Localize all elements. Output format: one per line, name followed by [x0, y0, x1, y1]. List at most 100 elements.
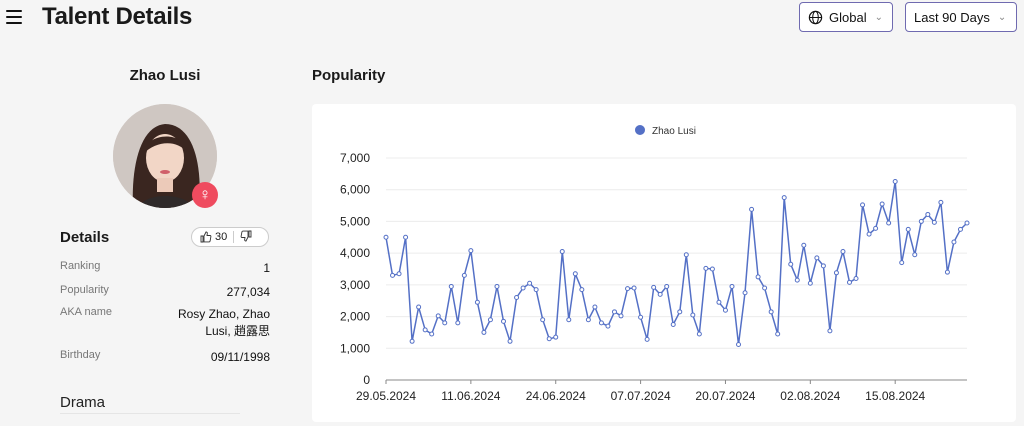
data-point — [944, 269, 950, 275]
x-tick-label: 02.08.2024 — [780, 389, 840, 403]
data-point — [390, 272, 396, 278]
detail-label: Birthday — [60, 349, 101, 361]
data-point — [592, 304, 598, 310]
data-point — [957, 226, 963, 232]
menu-icon[interactable] — [6, 10, 22, 24]
data-point — [788, 261, 794, 267]
region-select-label: Global — [829, 9, 867, 25]
data-point — [474, 299, 480, 305]
data-point — [912, 252, 918, 258]
x-tick-label: 24.06.2024 — [526, 389, 586, 403]
y-tick-label: 2,000 — [340, 310, 370, 324]
data-point — [873, 225, 879, 231]
region-select[interactable]: Global ⌄ — [799, 2, 893, 32]
data-point — [716, 299, 722, 305]
data-point — [514, 295, 520, 301]
detail-value: 277,034 — [226, 285, 270, 299]
data-point — [448, 283, 454, 289]
data-point — [938, 199, 944, 205]
data-point — [899, 260, 905, 266]
chevron-down-icon: ⌄ — [874, 11, 883, 23]
popularity-chart: Zhao Lusi 0 1,000 2,000 3,000 4,000 5,000 6,000… — [340, 125, 970, 403]
data-point — [396, 271, 402, 277]
data-point — [494, 283, 500, 289]
vote-divider — [233, 231, 235, 243]
data-point — [722, 307, 728, 313]
data-point — [540, 317, 546, 323]
data-point — [618, 313, 624, 319]
data-point — [527, 280, 533, 286]
data-point — [625, 286, 631, 292]
data-point — [696, 331, 702, 337]
y-tick-label: 3,000 — [340, 278, 370, 292]
data-point — [664, 283, 670, 289]
data-point — [918, 218, 924, 224]
data-point — [827, 328, 833, 334]
legend-marker — [635, 125, 645, 135]
data-point — [429, 331, 435, 337]
top-bar: Talent Details Global ⌄ Last 90 Days ⌄ — [0, 0, 1024, 36]
aka-line-1: Rosy Zhao, Zhao — [177, 307, 270, 321]
data-point — [481, 329, 487, 335]
divider — [60, 413, 240, 414]
period-select-label: Last 90 Days — [914, 9, 990, 25]
data-point — [853, 276, 859, 282]
like-button[interactable]: 30 — [192, 231, 227, 243]
data-point — [736, 341, 742, 347]
data-point — [768, 309, 774, 315]
data-point — [546, 336, 552, 342]
data-point — [762, 285, 768, 291]
data-point — [572, 271, 578, 277]
x-tick-label: 11.06.2024 — [441, 389, 500, 403]
data-point — [905, 226, 911, 232]
data-point — [951, 239, 957, 245]
data-point — [775, 331, 781, 337]
avatar: ♀ — [113, 104, 218, 208]
data-point — [690, 312, 696, 318]
data-point — [833, 270, 839, 276]
data-point — [801, 242, 807, 248]
data-point — [814, 255, 820, 261]
data-point — [749, 206, 755, 212]
detail-value: 09/11/1998 — [210, 350, 270, 364]
data-point — [638, 314, 644, 320]
data-point — [403, 234, 409, 240]
y-tick-label: 5,000 — [340, 214, 370, 228]
data-point — [931, 219, 937, 225]
data-point — [598, 320, 604, 326]
data-point — [657, 291, 663, 297]
data-point — [605, 323, 611, 329]
data-point — [892, 178, 898, 184]
data-point — [794, 277, 800, 283]
period-select[interactable]: Last 90 Days ⌄ — [905, 2, 1017, 32]
talent-name: Zhao Lusi — [129, 67, 201, 84]
data-point — [416, 304, 422, 310]
detail-label: Ranking — [60, 260, 101, 272]
aka-line-2: Lusi, 趙露思 — [205, 324, 270, 338]
dislike-button[interactable] — [240, 230, 252, 245]
data-point — [925, 211, 931, 217]
x-tick-label: 15.08.2024 — [865, 389, 925, 403]
data-point — [742, 290, 748, 296]
data-point — [501, 318, 507, 324]
data-point — [435, 313, 441, 319]
x-tick-label: 07.07.2024 — [611, 389, 671, 403]
y-tick-label: 4,000 — [340, 246, 370, 260]
thumbs-up-icon — [200, 231, 212, 243]
thumbs-down-icon — [240, 230, 252, 241]
data-point — [840, 249, 846, 255]
details-title: Details — [60, 229, 110, 246]
data-point — [703, 265, 709, 271]
popularity-chart-card: Zhao Lusi 0 1,000 2,000 3,000 4,000 5,000 6,000… — [312, 104, 1016, 422]
x-tick-label: 29.05.2024 — [356, 389, 416, 403]
y-tick-label: 0 — [363, 373, 370, 387]
data-point — [860, 202, 866, 208]
y-tick-label: 1,000 — [340, 341, 370, 355]
data-point — [585, 317, 591, 323]
data-point — [709, 266, 715, 272]
data-point — [886, 220, 892, 226]
data-point — [781, 195, 787, 201]
page-title: Talent Details — [42, 3, 193, 30]
data-point — [820, 263, 826, 269]
vote-box: 30 — [191, 227, 269, 247]
